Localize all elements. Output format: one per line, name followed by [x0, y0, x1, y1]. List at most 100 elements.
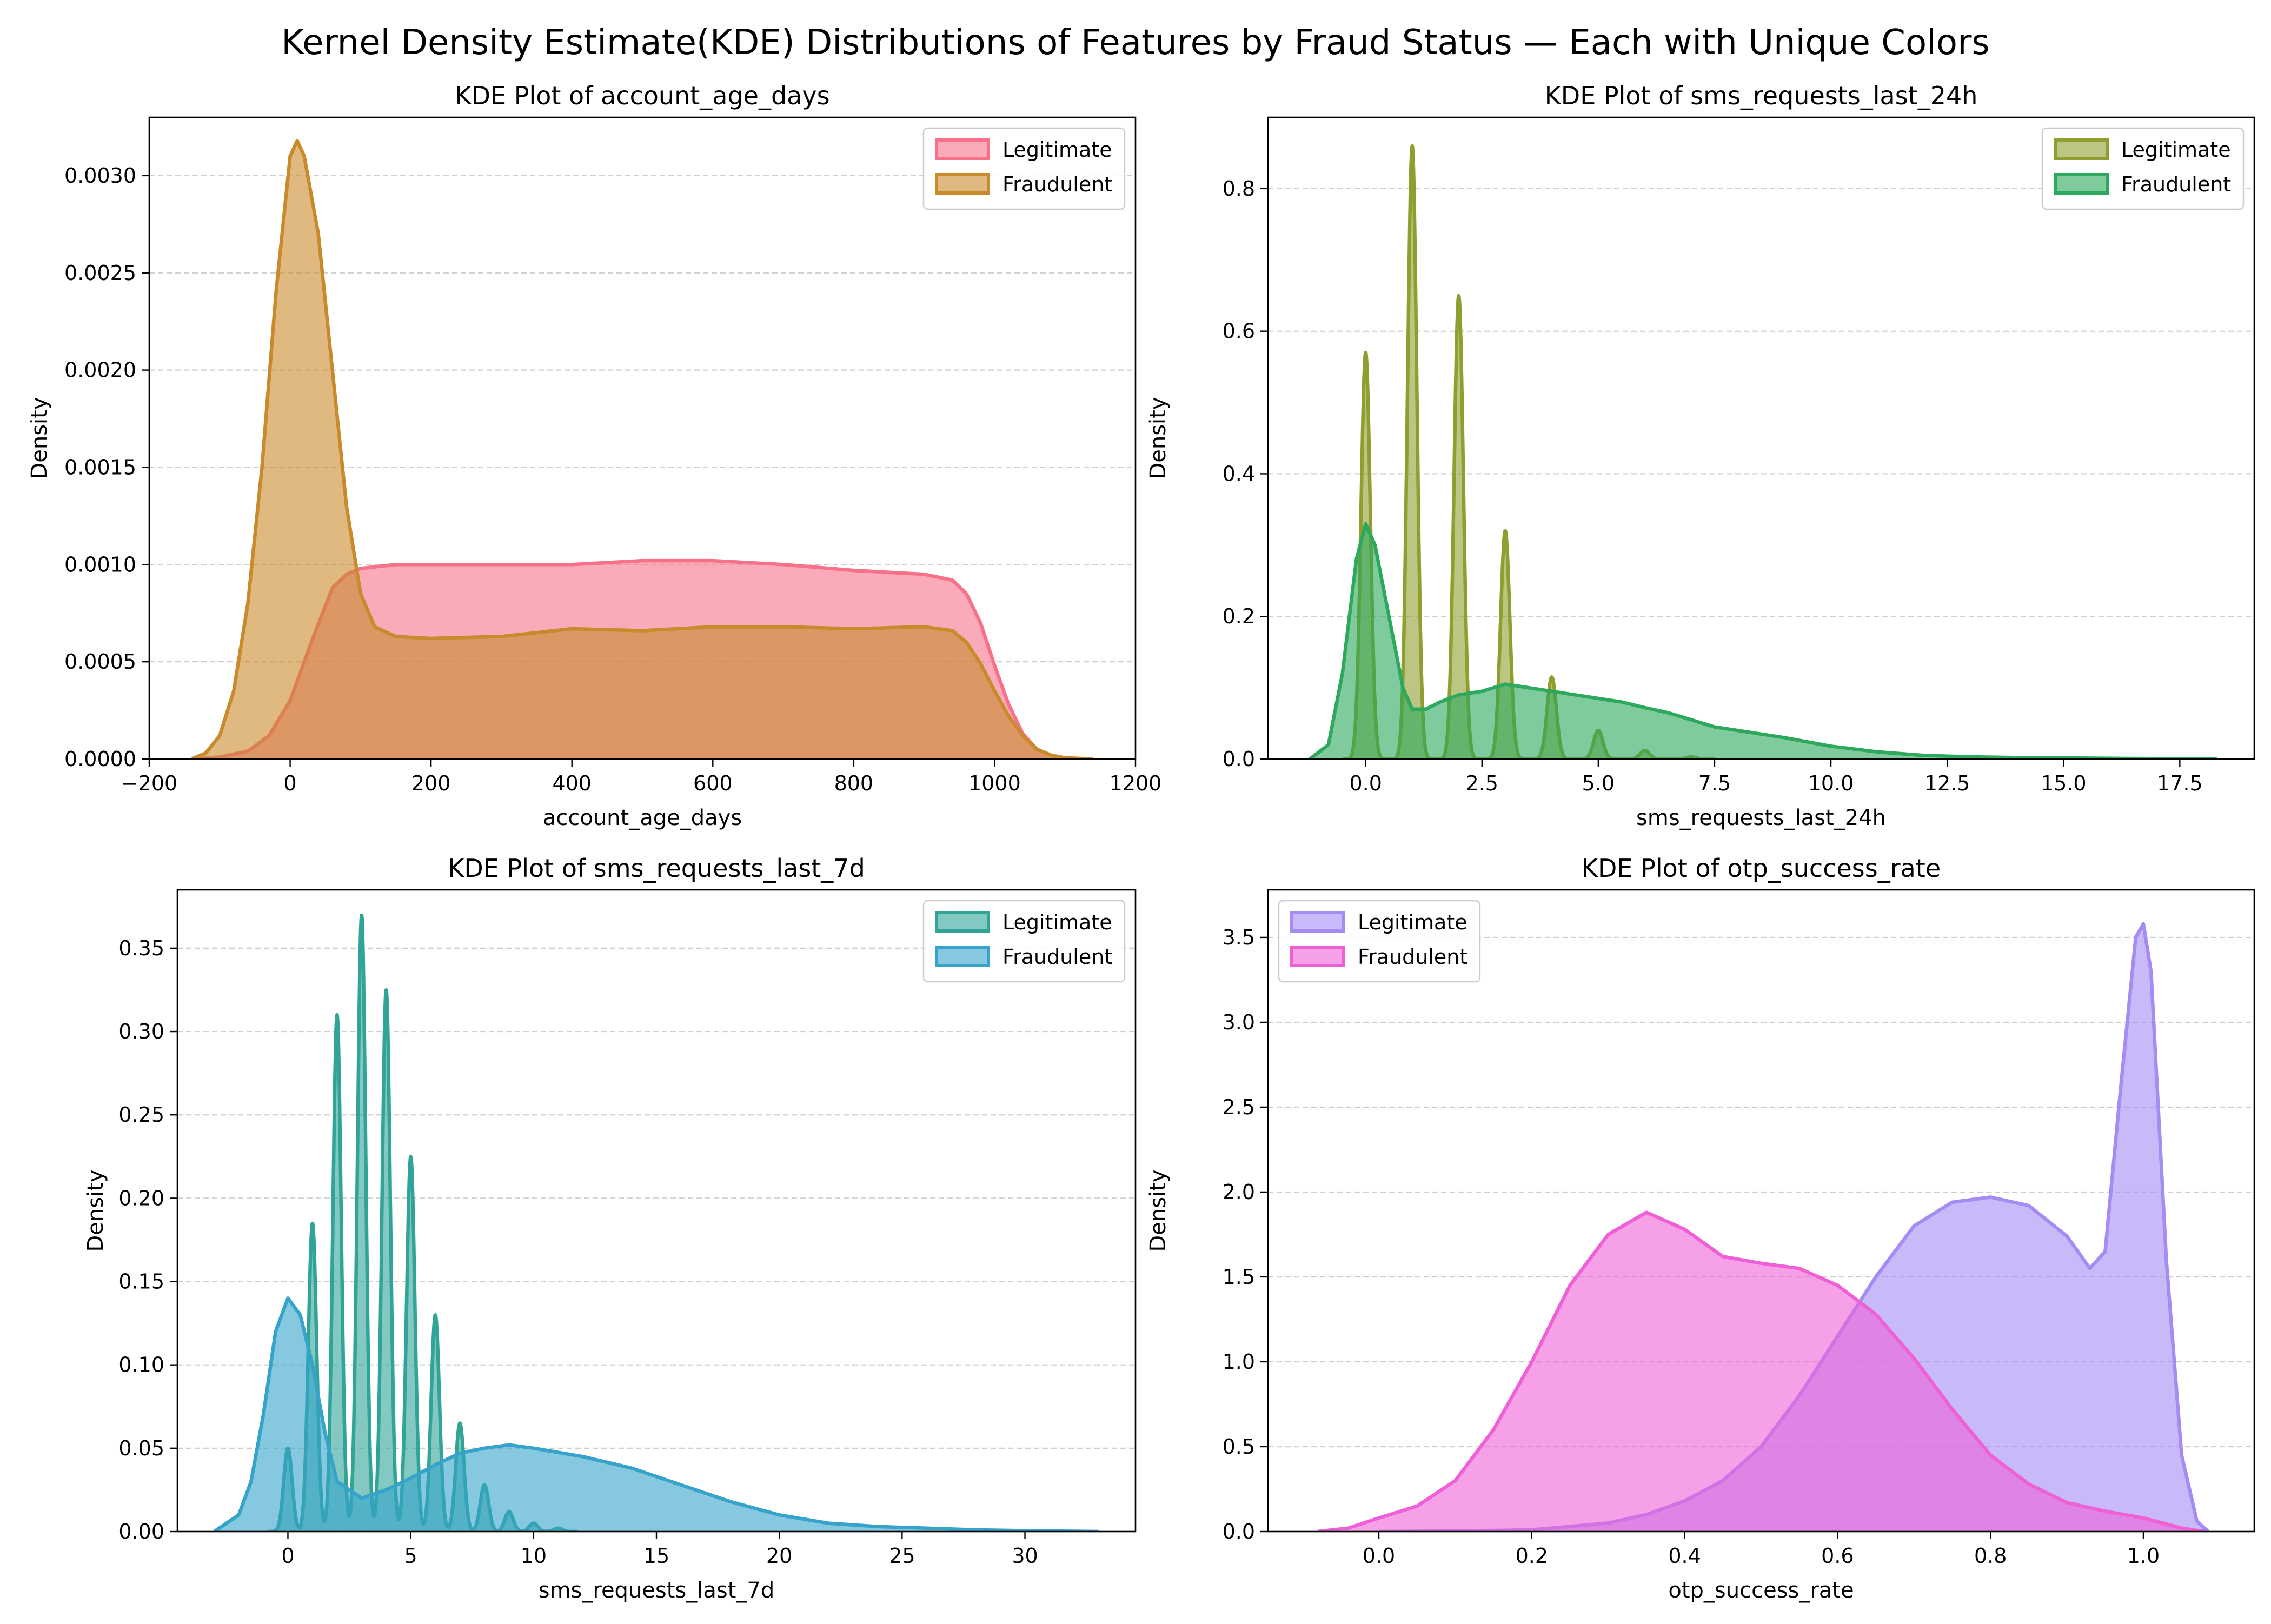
- legend-label-legitimate: Legitimate: [2121, 138, 2231, 162]
- x-tick-label: 17.5: [2157, 771, 2203, 795]
- x-tick-label: 0: [281, 1544, 294, 1568]
- subplot-title: KDE Plot of account_age_days: [455, 81, 829, 110]
- legend-label-legitimate: Legitimate: [1358, 910, 1467, 934]
- axes-frame: [1267, 116, 2255, 760]
- x-tick-label: 12.5: [1924, 771, 1970, 795]
- kde-area-legitimate: [1379, 923, 2209, 1532]
- y-tick-label: 0.5: [1223, 1435, 1255, 1459]
- plot-area: [213, 913, 1099, 1532]
- x-tick-label: 10: [521, 1544, 547, 1568]
- y-tick-label: 0.05: [118, 1436, 164, 1460]
- legend-label-fraudulent: Fraudulent: [1358, 945, 1467, 969]
- kde-area-fraudulent: [1317, 1212, 2205, 1532]
- legend-swatch-fraudulent: [935, 173, 990, 195]
- y-tick-label: 0.2: [1223, 604, 1255, 628]
- x-tick-label: 5.0: [1582, 771, 1615, 795]
- legend-swatch-fraudulent: [1290, 946, 1345, 967]
- x-tick-label: 15: [643, 1544, 669, 1568]
- subplot-title: KDE Plot of sms_requests_last_24h: [1545, 81, 1978, 110]
- x-tick-label: 20: [766, 1544, 792, 1568]
- x-tick-label: 600: [693, 771, 733, 795]
- y-tick-label: 0.6: [1223, 320, 1255, 343]
- x-tick-label: 1000: [968, 771, 1021, 795]
- x-axis-label: sms_requests_last_24h: [1636, 806, 1886, 830]
- y-axis-label: Density: [83, 1169, 108, 1252]
- y-axis-label: Density: [1146, 1169, 1171, 1252]
- kde-area-fraudulent: [191, 141, 1093, 759]
- x-tick-label: 5: [404, 1544, 417, 1568]
- x-tick-label: 1200: [1110, 771, 1162, 795]
- x-tick-label: 7.5: [1698, 771, 1731, 795]
- kde-panel-4: 0.0 0.2 0.4 0.6 0.8 1.0 0.0 0.5 1.0 1.5 2.0 2.5 3.0 3…: [1146, 854, 2255, 1603]
- kde-area-fraudulent: [1310, 523, 2217, 759]
- y-tick-label: 0.8: [1223, 177, 1255, 201]
- legend-label-fraudulent: Fraudulent: [1002, 172, 1112, 196]
- plot-area: [1317, 922, 2210, 1532]
- y-tick-label: 0.15: [118, 1270, 164, 1294]
- x-tick-label: 0.2: [1516, 1544, 1548, 1568]
- x-tick-label: 0.0: [1349, 771, 1382, 795]
- y-axis-label: Density: [1146, 397, 1171, 479]
- y-tick-label: 0.20: [118, 1186, 164, 1210]
- x-axis-label: account_age_days: [543, 806, 742, 830]
- legend: Legitimate Fraudulent: [2041, 127, 2245, 210]
- kde-line-fraudulent: [213, 1296, 1099, 1532]
- kde-panel-2: 0.0 2.5 5.0 7.5 10.0 12.5 15.0 17.5 0.0 0.2 0.4 0.6…: [1146, 81, 2255, 830]
- y-tick-label: 0.0005: [64, 650, 136, 674]
- y-tick-label: 0.0: [1223, 747, 1255, 771]
- y-tick-label: 0.00: [118, 1520, 164, 1543]
- y-tick-label: 1.0: [1223, 1350, 1255, 1374]
- legend-label-fraudulent: Fraudulent: [2121, 172, 2231, 196]
- kde-line-fraudulent: [1317, 1210, 2205, 1532]
- plot-area: [1309, 144, 2217, 759]
- x-tick-label: 0.8: [1974, 1544, 2007, 1568]
- y-tick-label: 0.0025: [64, 261, 136, 285]
- y-tick-label: 0.35: [118, 936, 164, 960]
- x-tick-label: 1.0: [2127, 1544, 2160, 1568]
- y-tick-label: 3.0: [1223, 1010, 1255, 1034]
- y-tick-label: 2.0: [1223, 1180, 1255, 1204]
- y-tick-label: 0.25: [118, 1103, 164, 1127]
- legend-swatch-fraudulent: [935, 946, 990, 967]
- legend-label-legitimate: Legitimate: [1002, 138, 1112, 162]
- x-axis-label: otp_success_rate: [1668, 1578, 1854, 1603]
- axes-frame: [1267, 889, 2255, 1533]
- subplot-title: KDE Plot of otp_success_rate: [1582, 854, 1941, 883]
- legend: Legitimate Fraudulent: [1278, 900, 1481, 983]
- legend: Legitimate Fraudulent: [922, 127, 1126, 210]
- y-tick-label: 0.0020: [64, 358, 136, 382]
- x-tick-label: 800: [834, 771, 874, 795]
- subplot-title: KDE Plot of sms_requests_last_7d: [448, 854, 865, 883]
- y-tick-label: 0.0010: [64, 553, 136, 576]
- legend-swatch-legitimate: [1290, 911, 1345, 933]
- y-tick-label: 3.5: [1223, 926, 1255, 949]
- axes-frame: [148, 116, 1137, 760]
- y-tick-label: 0.0015: [64, 455, 136, 479]
- x-tick-label: 400: [552, 771, 592, 795]
- legend-label-fraudulent: Fraudulent: [1002, 945, 1112, 969]
- x-tick-label: 0.4: [1668, 1544, 1701, 1568]
- kde-panel-1: −200 0 200 400 600 800 1000 1200 0.0000 0.0005 0.0…: [27, 81, 1161, 830]
- legend-swatch-legitimate: [2054, 138, 2109, 160]
- y-tick-label: 1.5: [1223, 1265, 1255, 1289]
- legend-label-legitimate: Legitimate: [1002, 910, 1112, 934]
- kde-line-fraudulent: [1309, 522, 2217, 759]
- kde-panel-3: 0 5 10 15 20 25 30 0.00 0.05 0.10 0.15 0.20 0.25 0.30…: [83, 854, 1137, 1603]
- x-tick-label: 200: [411, 771, 451, 795]
- x-tick-label: 30: [1012, 1544, 1038, 1568]
- figure-title: Kernel Density Estimate(KDE) Distributio…: [281, 23, 1990, 63]
- x-axis-label: sms_requests_last_7d: [539, 1578, 775, 1603]
- x-tick-label: 25: [889, 1544, 915, 1568]
- legend: Legitimate Fraudulent: [922, 900, 1126, 983]
- y-tick-label: 0.30: [118, 1020, 164, 1043]
- kde-line-fraudulent: [190, 138, 1093, 759]
- y-tick-label: 0.4: [1223, 462, 1255, 485]
- plot-area: [190, 138, 1093, 759]
- x-tick-label: 0.6: [1821, 1544, 1854, 1568]
- x-tick-label: 15.0: [2041, 771, 2087, 795]
- x-tick-label: 2.5: [1466, 771, 1498, 795]
- x-tick-label: −200: [121, 771, 177, 795]
- kde-area-fraudulent: [214, 1298, 1099, 1532]
